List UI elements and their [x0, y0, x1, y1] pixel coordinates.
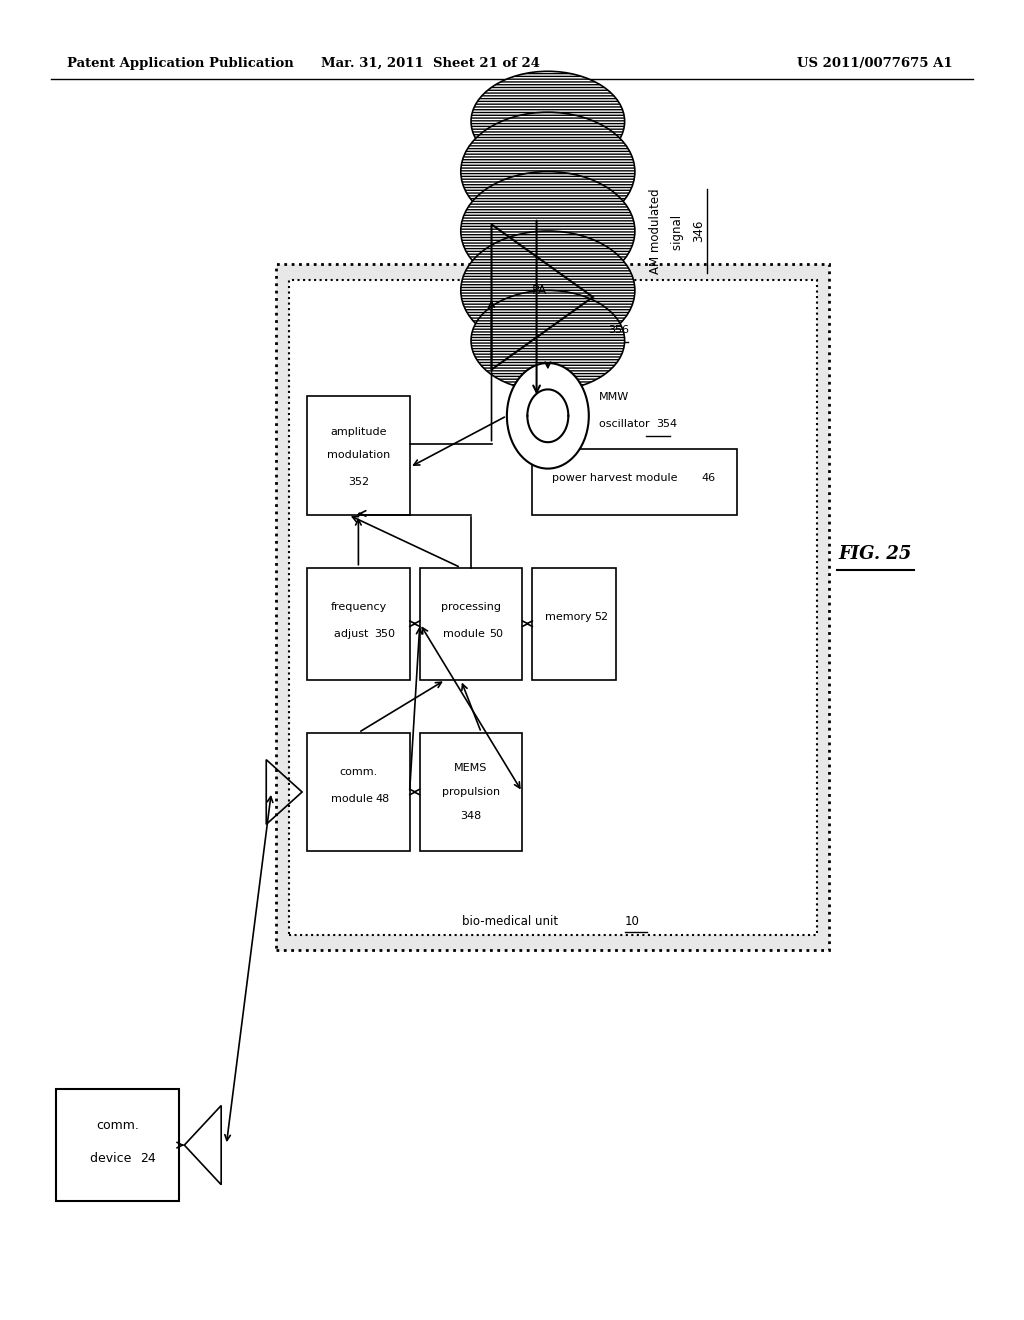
- Text: device: device: [90, 1152, 135, 1164]
- Text: MMW: MMW: [599, 392, 630, 403]
- Text: 348: 348: [461, 810, 481, 821]
- Text: propulsion: propulsion: [442, 787, 500, 797]
- Bar: [56, 1089, 179, 1201]
- Text: US 2011/0077675 A1: US 2011/0077675 A1: [797, 57, 952, 70]
- Bar: [307, 568, 410, 680]
- Ellipse shape: [461, 231, 635, 350]
- Text: bio-medical unit: bio-medical unit: [462, 915, 562, 928]
- Bar: [420, 568, 522, 680]
- Text: 24: 24: [140, 1152, 157, 1164]
- Text: module: module: [443, 630, 488, 639]
- Text: modulation: modulation: [327, 450, 390, 461]
- Text: 352: 352: [348, 477, 369, 487]
- Text: amplitude: amplitude: [330, 426, 387, 437]
- Bar: [276, 264, 829, 950]
- Text: memory: memory: [546, 612, 595, 622]
- Text: 10: 10: [625, 915, 640, 928]
- Ellipse shape: [461, 172, 635, 290]
- Text: MEMS: MEMS: [455, 763, 487, 774]
- Bar: [532, 568, 616, 680]
- Text: processing: processing: [441, 602, 501, 611]
- Text: Patent Application Publication: Patent Application Publication: [67, 57, 293, 70]
- Text: FIG. 25: FIG. 25: [839, 545, 912, 564]
- Text: frequency: frequency: [331, 602, 386, 611]
- Text: 50: 50: [489, 630, 504, 639]
- Text: module: module: [331, 793, 376, 804]
- Ellipse shape: [471, 71, 625, 172]
- Bar: [532, 449, 737, 515]
- Bar: [289, 280, 817, 935]
- Text: 46: 46: [701, 473, 716, 483]
- Circle shape: [507, 363, 589, 469]
- Bar: [307, 733, 410, 851]
- Text: 354: 354: [656, 418, 678, 429]
- Ellipse shape: [461, 112, 635, 231]
- Text: 346: 346: [692, 220, 705, 242]
- Bar: [307, 396, 410, 515]
- Bar: [420, 733, 522, 851]
- Text: 350: 350: [375, 630, 395, 639]
- Ellipse shape: [471, 290, 625, 391]
- Text: AM modulated: AM modulated: [649, 189, 662, 273]
- Text: power harvest module: power harvest module: [552, 473, 681, 483]
- Text: 356: 356: [608, 325, 630, 335]
- Text: adjust: adjust: [335, 630, 372, 639]
- Text: comm.: comm.: [96, 1119, 139, 1131]
- Text: Mar. 31, 2011  Sheet 21 of 24: Mar. 31, 2011 Sheet 21 of 24: [321, 57, 540, 70]
- Text: PA: PA: [531, 284, 547, 297]
- Text: signal: signal: [672, 211, 684, 251]
- Text: comm.: comm.: [339, 767, 378, 777]
- Text: oscillator: oscillator: [599, 418, 653, 429]
- Text: 48: 48: [376, 793, 390, 804]
- Text: 52: 52: [594, 612, 608, 622]
